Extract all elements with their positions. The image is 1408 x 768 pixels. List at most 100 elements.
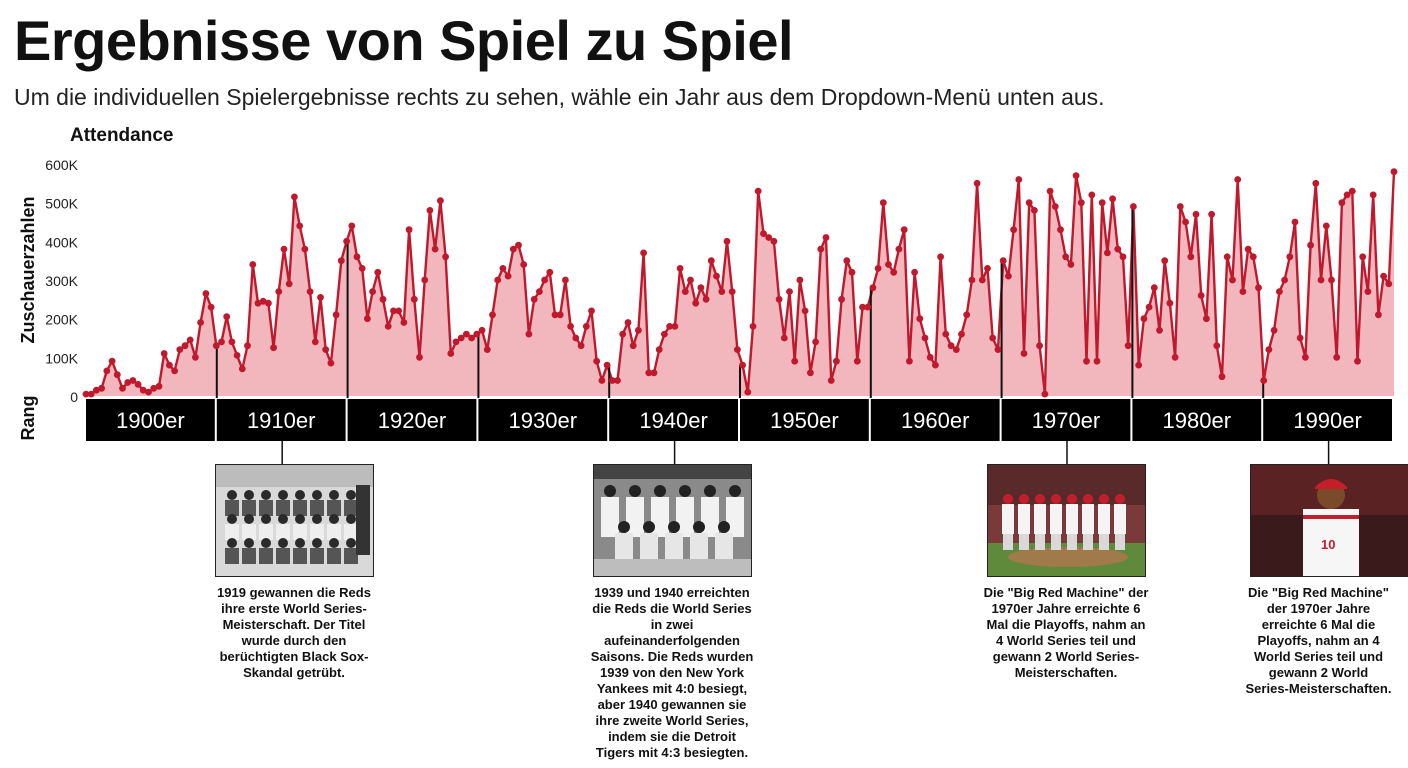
data-point[interactable] xyxy=(1354,357,1361,365)
data-point[interactable] xyxy=(947,342,955,350)
data-point[interactable] xyxy=(395,307,403,315)
data-point[interactable] xyxy=(1005,272,1012,280)
data-point[interactable] xyxy=(1333,353,1341,361)
data-point[interactable] xyxy=(760,230,767,238)
data-point[interactable] xyxy=(1239,288,1247,295)
data-point[interactable] xyxy=(994,346,1002,353)
data-point[interactable] xyxy=(921,334,929,342)
data-point[interactable] xyxy=(1166,299,1174,307)
decade-segment[interactable] xyxy=(86,399,215,441)
data-point[interactable] xyxy=(358,265,366,272)
data-point[interactable] xyxy=(447,350,455,357)
data-point[interactable] xyxy=(426,207,434,214)
data-point[interactable] xyxy=(1046,187,1054,195)
data-point[interactable] xyxy=(1176,203,1184,210)
data-point[interactable] xyxy=(817,245,825,253)
data-point[interactable] xyxy=(1291,218,1299,226)
data-point[interactable] xyxy=(98,384,105,392)
data-point[interactable] xyxy=(588,307,595,315)
data-point[interactable] xyxy=(452,338,460,346)
data-point[interactable] xyxy=(509,245,517,253)
data-point[interactable] xyxy=(306,288,314,295)
data-point[interactable] xyxy=(155,382,163,390)
data-point[interactable] xyxy=(1244,245,1252,253)
data-point[interactable] xyxy=(489,311,496,319)
data-point[interactable] xyxy=(218,338,225,346)
data-point[interactable] xyxy=(1276,288,1283,295)
data-point[interactable] xyxy=(291,193,298,201)
data-point[interactable] xyxy=(343,237,350,245)
data-point[interactable] xyxy=(332,311,340,319)
data-point[interactable] xyxy=(192,353,199,361)
data-point[interactable] xyxy=(1025,199,1033,207)
decade-segment[interactable] xyxy=(740,399,869,441)
data-point[interactable] xyxy=(859,303,866,311)
data-point[interactable] xyxy=(728,288,736,295)
data-point[interactable] xyxy=(681,288,689,295)
data-point[interactable] xyxy=(1145,303,1153,311)
data-point[interactable] xyxy=(546,268,554,276)
data-point[interactable] xyxy=(999,257,1007,265)
data-point[interactable] xyxy=(697,284,705,292)
data-point[interactable] xyxy=(337,257,345,265)
data-point[interactable] xyxy=(374,268,382,276)
data-point[interactable] xyxy=(145,388,152,396)
data-point[interactable] xyxy=(577,342,585,350)
data-point[interactable] xyxy=(160,350,168,357)
data-point[interactable] xyxy=(864,303,872,311)
data-point[interactable] xyxy=(369,288,376,295)
data-point[interactable] xyxy=(1041,390,1049,398)
data-point[interactable] xyxy=(405,226,413,234)
decade-segment[interactable] xyxy=(478,399,608,441)
data-point[interactable] xyxy=(463,330,470,338)
decade-segment[interactable] xyxy=(216,399,346,441)
decade-segment[interactable] xyxy=(1001,399,1131,441)
data-point[interactable] xyxy=(1192,210,1200,218)
data-point[interactable] xyxy=(958,330,965,338)
data-point[interactable] xyxy=(530,295,538,303)
data-point[interactable] xyxy=(567,323,574,330)
data-point[interactable] xyxy=(1088,191,1096,199)
data-point[interactable] xyxy=(348,222,356,230)
data-point[interactable] xyxy=(275,288,283,295)
data-point[interactable] xyxy=(1010,226,1017,234)
data-point[interactable] xyxy=(989,334,997,342)
data-point[interactable] xyxy=(786,288,793,295)
data-point[interactable] xyxy=(270,344,277,352)
data-point[interactable] xyxy=(212,342,220,350)
data-point[interactable] xyxy=(702,295,710,303)
data-point[interactable] xyxy=(603,361,611,369)
data-point[interactable] xyxy=(129,377,137,384)
data-point[interactable] xyxy=(1338,199,1346,207)
data-point[interactable] xyxy=(259,297,267,305)
data-point[interactable] xyxy=(1359,253,1367,261)
data-point[interactable] xyxy=(1057,226,1064,234)
data-point[interactable] xyxy=(233,352,241,359)
data-point[interactable] xyxy=(181,342,189,350)
data-point[interactable] xyxy=(499,265,507,272)
data-point[interactable] xyxy=(838,295,845,303)
data-point[interactable] xyxy=(676,265,684,272)
data-point[interactable] xyxy=(176,346,184,353)
data-point[interactable] xyxy=(171,367,179,375)
data-point[interactable] xyxy=(911,268,918,276)
data-point[interactable] xyxy=(166,361,173,369)
data-point[interactable] xyxy=(93,386,100,394)
decade-segment[interactable] xyxy=(870,399,1000,441)
data-point[interactable] xyxy=(869,284,877,292)
data-point[interactable] xyxy=(1255,284,1262,292)
data-point[interactable] xyxy=(379,295,387,303)
data-point[interactable] xyxy=(645,369,653,377)
data-point[interactable] xyxy=(984,265,991,272)
data-point[interactable] xyxy=(541,276,548,284)
data-point[interactable] xyxy=(1098,199,1106,207)
data-point[interactable] xyxy=(1077,199,1085,207)
data-point[interactable] xyxy=(796,276,804,284)
data-point[interactable] xyxy=(1124,342,1132,350)
decade-segment[interactable] xyxy=(347,399,477,441)
data-point[interactable] xyxy=(598,377,606,384)
data-point[interactable] xyxy=(801,307,809,315)
data-point[interactable] xyxy=(952,346,960,353)
data-point[interactable] xyxy=(494,276,502,284)
data-point[interactable] xyxy=(608,377,616,384)
